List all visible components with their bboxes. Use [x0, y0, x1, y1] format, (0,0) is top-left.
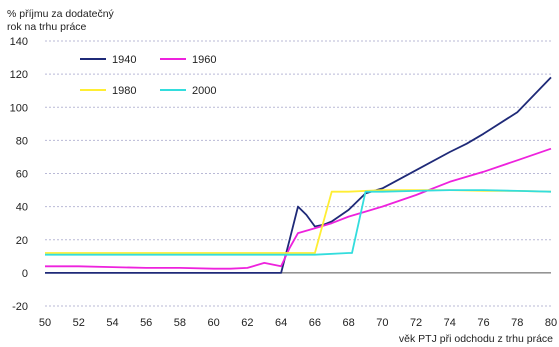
y-tick-label: 20 [16, 235, 28, 247]
x-axis-label: věk PTJ při odchodu z trhu práce [398, 333, 553, 345]
legend-label-1980: 1980 [112, 85, 136, 97]
y-tick-label: 120 [10, 69, 28, 81]
y-axis-label: % příjmu za dodatečný rok na trhu práce [7, 8, 114, 33]
x-tick-label: 50 [39, 317, 51, 329]
y-tick-label: 100 [10, 102, 28, 114]
series-line-2000 [45, 189, 552, 256]
x-tick-label: 68 [342, 317, 354, 329]
x-tick-label: 78 [511, 317, 523, 329]
series-line-1960 [45, 147, 552, 270]
x-tick-label: 58 [174, 317, 186, 329]
x-tick-label: 66 [309, 317, 321, 329]
y-tick-label: 0 [22, 268, 28, 280]
x-tick-label: 80 [545, 317, 557, 329]
x-tick-label: 70 [376, 317, 388, 329]
x-tick-label: 76 [477, 317, 489, 329]
legend-label-1960: 1960 [192, 54, 216, 66]
x-tick-label: 72 [410, 317, 422, 329]
y-tick-label: 140 [10, 36, 28, 48]
legend-label-2000: 2000 [192, 85, 216, 97]
x-tick-label: 74 [444, 317, 456, 329]
y-tick-label: 60 [16, 169, 28, 181]
x-tick-label: 56 [140, 317, 152, 329]
legend-label-1940: 1940 [112, 54, 136, 66]
x-tick-label: 64 [275, 317, 287, 329]
x-tick-label: 62 [241, 317, 253, 329]
y-tick-label: 40 [16, 202, 28, 214]
y-tick-label: -20 [12, 301, 28, 313]
x-tick-label: 54 [106, 317, 118, 329]
x-tick-label: 52 [73, 317, 85, 329]
series-line-1940 [45, 76, 552, 274]
y-tick-label: 80 [16, 135, 28, 147]
series-line-1980 [45, 189, 552, 254]
x-tick-label: 60 [208, 317, 220, 329]
